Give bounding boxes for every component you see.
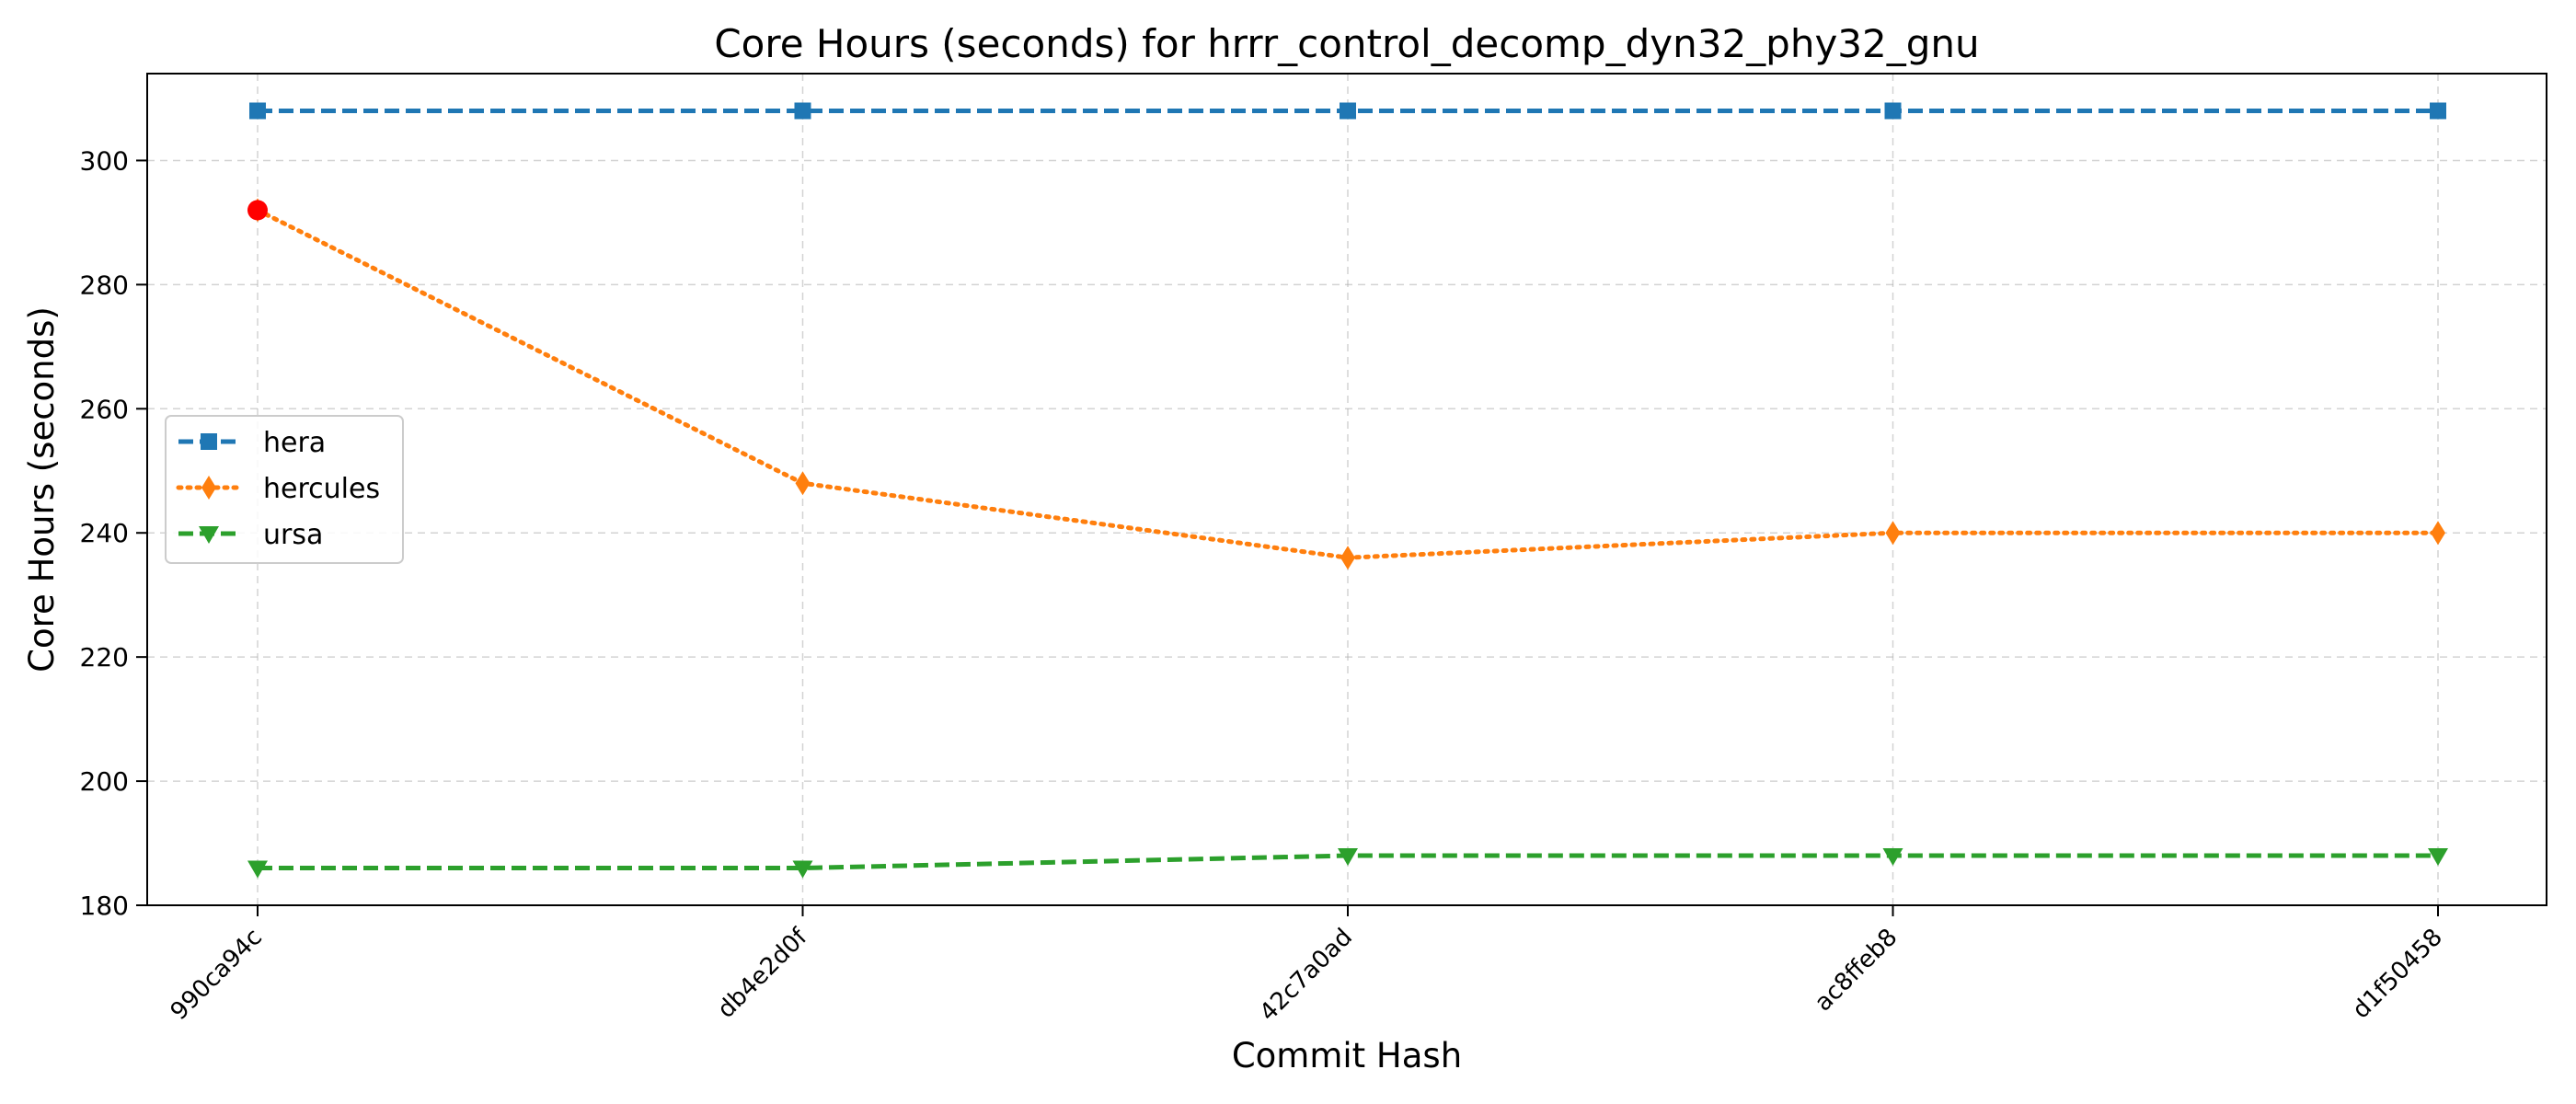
legend-marker-ursa	[199, 526, 219, 544]
data-point-ursa	[247, 860, 268, 879]
legend-label-ursa: ursa	[263, 519, 323, 551]
y-axis-title: Core Hours (seconds)	[22, 306, 62, 673]
legend-item-hercules: hercules	[176, 473, 380, 505]
legend-item-ursa: ursa	[178, 519, 323, 551]
y-tick-label: 200	[80, 766, 129, 797]
data-point-hercules	[2431, 521, 2445, 546]
series-lines	[247, 102, 2448, 879]
data-point-hera	[249, 102, 266, 120]
y-tick-label: 180	[80, 891, 129, 921]
legend-marker-hera	[201, 433, 217, 450]
data-point-hercules	[1885, 521, 1901, 546]
legend: hera hercules ursa	[165, 415, 404, 564]
data-point-hera	[2430, 102, 2446, 120]
data-point-hera	[1340, 102, 1356, 120]
data-point-hera	[1884, 102, 1902, 120]
legend-label-hera: hera	[263, 427, 326, 459]
y-tick-label: 280	[80, 270, 129, 300]
legend-marker-hercules	[201, 476, 216, 500]
data-point-ursa	[2428, 848, 2448, 867]
y-tick-label: 240	[80, 518, 129, 548]
legend-item-hera: hera	[178, 427, 326, 459]
legend-label-hercules: hercules	[263, 473, 380, 505]
y-tick-label: 260	[80, 394, 129, 424]
x-axis-title: Commit Hash	[1232, 1036, 1462, 1075]
data-point-hercules	[1340, 546, 1355, 570]
y-tick-label: 300	[80, 145, 129, 176]
chart-title: Core Hours (seconds) for hrrr_control_de…	[714, 21, 1979, 66]
data-point-ursa	[1338, 848, 1358, 867]
legend-box	[165, 415, 404, 564]
data-point-ursa	[1882, 848, 1903, 867]
y-tick-label: 220	[80, 642, 129, 673]
series-ursa	[247, 848, 2448, 879]
data-point-ursa	[792, 860, 813, 879]
series-hera	[249, 102, 2446, 120]
highlight-point	[247, 200, 268, 221]
data-point-hercules	[795, 471, 811, 496]
data-point-hera	[794, 102, 811, 120]
